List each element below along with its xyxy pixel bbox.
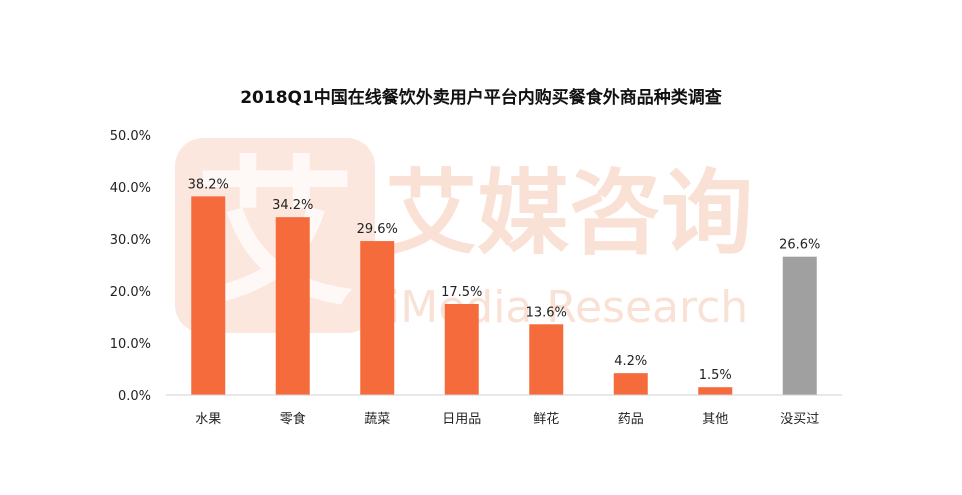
data-label: 29.6% [357,222,398,237]
x-category-label: 日用品 [442,412,481,427]
x-category-label: 水果 [195,412,221,427]
data-label: 1.5% [699,368,732,383]
bar-3 [444,304,479,395]
x-category-label: 零食 [280,411,306,427]
bar-0 [191,196,226,395]
bar-5 [613,373,648,395]
data-labels: 38.2% 34.2% 29.6% 17.5% 13.6% 4.2% 1.5% 26.6% [188,177,821,383]
x-category-label: 蔬菜 [364,412,390,427]
chart-title: 2018Q1中国在线餐饮外卖用户平台内购买餐食外商品种类调查 [240,87,723,108]
x-category-label: 鲜花 [533,411,559,427]
data-label: 38.2% [188,177,229,192]
bar-1 [275,217,310,395]
y-tick-label: 40.0% [110,181,151,196]
bar-4 [529,324,564,395]
watermark: 艾 艾媒咨询 iMedia Research [175,138,753,333]
watermark-brand-cn: 艾媒咨询 [385,160,753,267]
x-category-label: 没买过 [780,412,819,427]
bars [191,196,817,395]
x-axis-categories: 水果 零食 蔬菜 日用品 鲜花 药品 其他 没买过 [195,411,819,427]
bar-6 [698,387,733,395]
y-tick-label: 20.0% [110,285,151,300]
y-axis: 0.0% 10.0% 20.0% 30.0% 40.0% 50.0% [110,129,151,404]
y-tick-label: 50.0% [110,129,151,144]
data-label: 26.6% [779,238,820,253]
data-label: 4.2% [614,354,647,369]
x-category-label: 药品 [618,412,644,427]
y-tick-label: 0.0% [118,389,151,404]
y-tick-label: 30.0% [110,233,151,248]
data-label: 34.2% [272,198,313,213]
data-label: 17.5% [441,285,482,300]
x-category-label: 其他 [702,412,728,427]
bar-2 [360,241,395,395]
y-tick-label: 10.0% [110,337,151,352]
data-label: 13.6% [526,305,567,320]
bar-7 [782,256,817,395]
